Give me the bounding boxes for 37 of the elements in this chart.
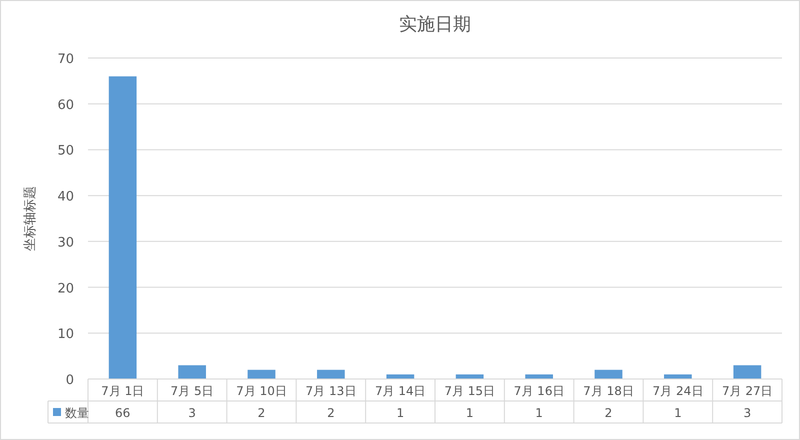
data-label: 1 (466, 406, 474, 420)
data-label: 1 (674, 406, 682, 420)
data-label: 1 (396, 406, 404, 420)
data-label: 2 (604, 406, 612, 420)
bar (108, 76, 137, 379)
bar (248, 370, 276, 379)
x-tick-label: 7月 10日 (236, 384, 287, 398)
x-tick-label: 7月 5日 (170, 384, 214, 398)
data-label: 3 (188, 406, 196, 420)
y-tick-label: 10 (57, 327, 74, 342)
y-tick-label: 40 (57, 190, 74, 205)
x-tick-label: 7月 13日 (306, 384, 356, 398)
x-tick-label: 7月 18日 (583, 384, 634, 398)
y-axis-title: 坐标轴标题 (23, 186, 38, 251)
bar (178, 365, 206, 379)
x-tick-label: 7月 16日 (514, 384, 564, 398)
y-tick-label: 70 (57, 52, 74, 67)
y-tick-label: 30 (57, 235, 74, 250)
data-label: 3 (743, 406, 752, 420)
x-tick-label: 7月 1日 (101, 384, 144, 398)
bar (733, 365, 762, 379)
legend-label: 数量 (65, 406, 89, 420)
chart-title: 实施日期 (399, 14, 471, 35)
data-label: 2 (327, 406, 335, 420)
x-tick-label: 7月 24日 (652, 384, 704, 398)
data-label: 66 (115, 406, 130, 420)
data-label: 1 (535, 406, 543, 420)
y-tick-label: 60 (57, 98, 74, 113)
bar (317, 370, 345, 379)
y-tick-label: 50 (57, 144, 74, 159)
bar (594, 370, 622, 379)
x-tick-label: 7月 27日 (722, 384, 773, 398)
data-label: 2 (258, 406, 266, 420)
x-tick-label: 7月 15日 (444, 384, 496, 398)
x-tick-label: 7月 14日 (374, 384, 426, 398)
y-tick-label: 0 (66, 373, 74, 388)
y-tick-label: 20 (57, 281, 74, 296)
